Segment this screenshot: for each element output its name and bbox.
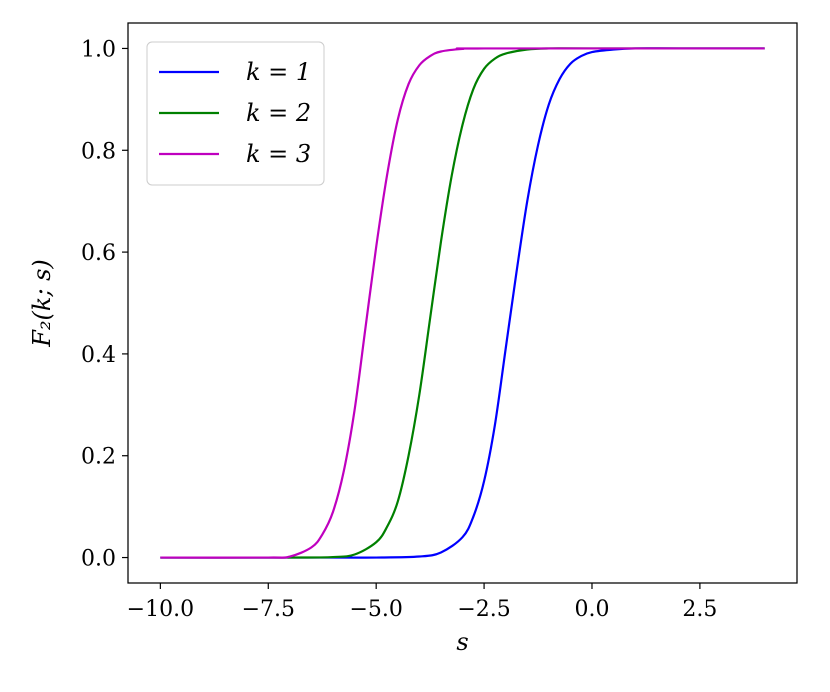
x-tick-label: −10.0 bbox=[127, 597, 194, 622]
y-tick-label: 1.0 bbox=[81, 37, 116, 62]
legend-box bbox=[146, 41, 325, 186]
x-tick-label: 2.5 bbox=[682, 597, 717, 622]
series-line-k1 bbox=[160, 47, 765, 559]
y-tick-label: 0.2 bbox=[81, 445, 116, 470]
y-axis-label: F₂(k; s) bbox=[28, 259, 56, 348]
legend-label-k3: k = 3 bbox=[246, 140, 311, 168]
x-axis: −10.0 −7.5 −5.0 −2.5 0.0 2.5 bbox=[127, 583, 717, 622]
legend-label-k2: k = 2 bbox=[246, 99, 311, 127]
y-tick-label: 0.4 bbox=[81, 343, 116, 368]
y-tick-label: 0.8 bbox=[81, 139, 116, 164]
x-tick-label: 0.0 bbox=[574, 597, 609, 622]
x-tick-label: −7.5 bbox=[242, 597, 295, 622]
legend-label-k1: k = 1 bbox=[246, 58, 311, 86]
x-tick-label: −2.5 bbox=[457, 597, 510, 622]
series-line-k3 bbox=[160, 47, 765, 559]
y-tick-label: 0.0 bbox=[81, 547, 116, 572]
x-tick-label: −5.0 bbox=[349, 597, 402, 622]
axes-frame bbox=[127, 22, 798, 584]
plot-area bbox=[160, 47, 765, 559]
y-tick-label: 0.6 bbox=[81, 241, 116, 266]
x-axis-label: s bbox=[456, 628, 468, 656]
y-axis: 0.0 0.2 0.4 0.6 0.8 1.0 bbox=[81, 37, 128, 572]
legend: k = 1 k = 2 k = 3 bbox=[146, 41, 325, 186]
